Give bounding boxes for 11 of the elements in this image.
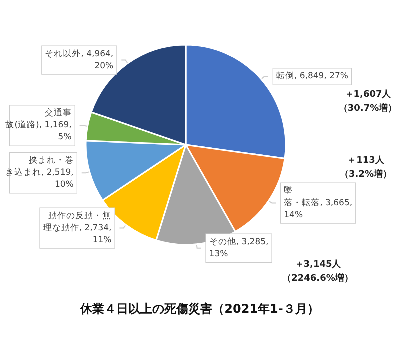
slice-label: 墜落・転落, 3,665, 14% (284, 185, 353, 220)
text: 休業４日以上の死傷災害（2021年1-３月） (80, 302, 320, 316)
slice-label: 挟まれ・巻き込まれ, 2,519, 10% (5, 155, 74, 190)
text: ＋1,607人（30.7%増） (338, 89, 395, 114)
text: ＋3,145人（2246.6%増） (282, 259, 354, 284)
slice-label: 動作の反動・無理な動作, 2,734, 11% (43, 210, 112, 246)
text: ＋113人（3.2%増） (340, 155, 392, 180)
slice-label: 転倒, 6,849, 27% (276, 70, 348, 82)
slice-label: その他, 3,285, 13% (209, 236, 269, 260)
slice-label: それ以外, 4,964, 20% (45, 48, 114, 72)
slice-label: 交通事故(道路), 1,169, 5% (6, 108, 72, 143)
